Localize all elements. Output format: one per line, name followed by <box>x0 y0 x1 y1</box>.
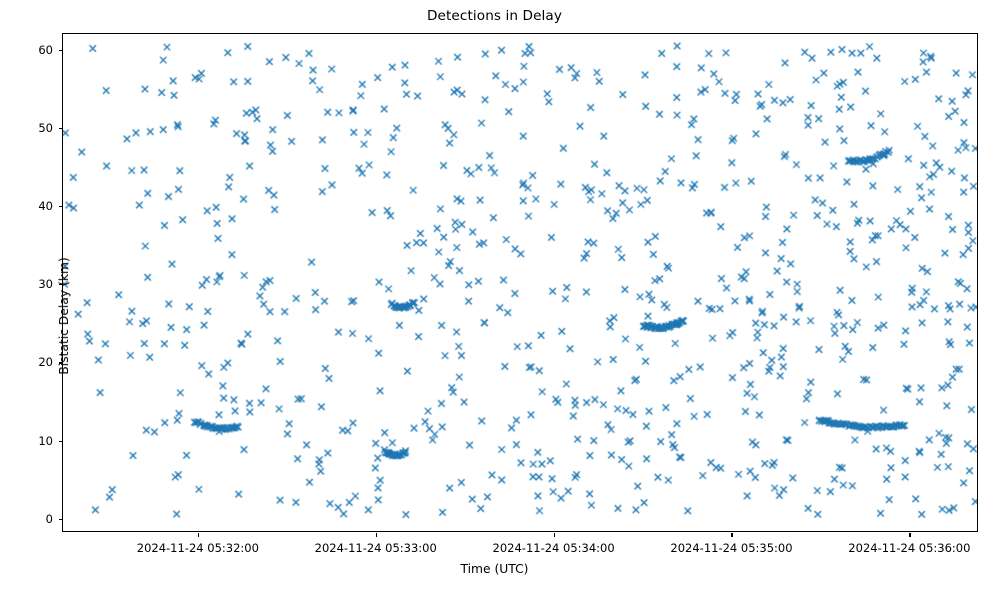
y-tick-label: 40 <box>38 199 53 214</box>
y-tick-label: 10 <box>38 433 53 448</box>
y-axis-label: Bistatic Delay (km) <box>57 257 71 375</box>
y-tick-label: 0 <box>45 511 53 526</box>
y-tick-label: 60 <box>38 42 53 57</box>
y-tick-label: 30 <box>38 277 53 292</box>
x-tick-label: 2024-11-24 05:36:00 <box>848 541 971 555</box>
x-tick-mark <box>553 533 555 537</box>
y-tick-mark <box>59 362 63 364</box>
x-tick-mark <box>197 533 199 537</box>
y-tick-mark <box>59 206 63 208</box>
page-title: Detections in Delay <box>426 8 563 24</box>
x-tick-mark <box>731 533 733 537</box>
y-tick-label: 50 <box>38 120 53 135</box>
y-tick-mark <box>59 127 63 129</box>
scatter-plot-canvas <box>63 34 977 531</box>
x-tick-label: 2024-11-24 05:35:00 <box>670 541 793 555</box>
x-tick-mark <box>909 533 911 537</box>
y-tick-mark <box>59 440 63 442</box>
x-tick-mark <box>375 533 377 537</box>
plot-axes: 0 10 20 30 40 50 60 2024-11-24 05:32:00 2024-11… <box>38 33 978 555</box>
x-tick-label: 2024-11-24 05:33:00 <box>314 541 437 555</box>
x-tick-label: 2024-11-24 05:32:00 <box>136 541 259 555</box>
y-tick-mark <box>59 49 63 51</box>
x-tick-label: 2024-11-24 05:34:00 <box>492 541 615 555</box>
y-tick-mark <box>59 518 63 521</box>
y-tick-mark <box>59 284 63 286</box>
x-axis-label: Time (UTC) <box>460 562 529 576</box>
y-tick-label: 20 <box>38 355 53 370</box>
